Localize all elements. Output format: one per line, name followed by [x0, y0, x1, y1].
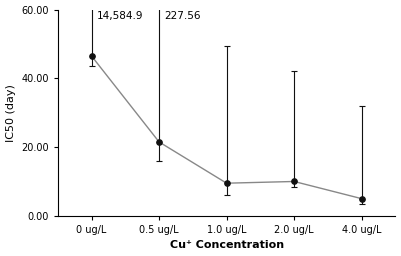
- Y-axis label: IC50 (day): IC50 (day): [6, 84, 16, 142]
- Text: 227.56: 227.56: [164, 11, 201, 21]
- Text: 14,584.9: 14,584.9: [97, 11, 144, 21]
- X-axis label: Cu⁺ Concentration: Cu⁺ Concentration: [170, 240, 284, 250]
